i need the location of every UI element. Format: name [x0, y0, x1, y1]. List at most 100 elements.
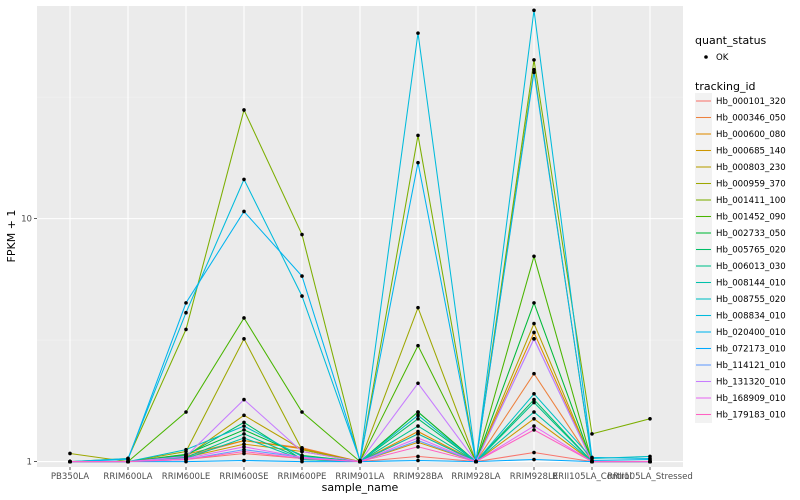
data-point	[532, 58, 536, 62]
data-point	[532, 397, 536, 402]
legend-label: Hb_000346_050	[716, 114, 786, 124]
data-point	[416, 410, 420, 414]
data-point	[300, 456, 304, 461]
data-point	[242, 177, 246, 182]
data-point	[532, 410, 536, 414]
data-point	[532, 371, 536, 376]
data-point	[532, 70, 536, 75]
legend-label: Hb_131320_010	[716, 378, 786, 388]
data-point	[532, 400, 536, 405]
legend-label: Hb_000685_140	[716, 147, 786, 157]
y-tick-label: 1	[27, 458, 32, 468]
x-tick-label: RRIM600LE	[162, 472, 211, 482]
x-tick-label: RRIM901LA	[335, 472, 384, 482]
data-point	[416, 343, 420, 348]
x-tick-label: RRII105LA_Control	[552, 472, 632, 482]
data-point	[242, 428, 246, 432]
legend-label: Hb_072173_010	[716, 345, 786, 355]
data-point	[590, 455, 594, 460]
data-point	[242, 438, 246, 443]
y-tick-label: 10	[21, 215, 32, 225]
data-point	[242, 420, 246, 425]
data-point	[648, 459, 652, 464]
x-tick-label: RRIM928LE	[510, 472, 559, 482]
data-point	[590, 432, 594, 436]
data-point	[416, 458, 420, 463]
data-point	[532, 392, 536, 396]
data-point	[68, 451, 72, 456]
data-point	[532, 424, 536, 428]
data-point	[242, 337, 246, 341]
data-point	[532, 301, 536, 305]
legend-label: Hb_000959_370	[716, 180, 786, 190]
x-tick-label: RRIM600SE	[219, 472, 268, 482]
data-point	[416, 417, 420, 421]
points-layer	[68, 8, 652, 464]
data-point	[416, 133, 420, 138]
legend-label: Hb_179183_010	[716, 411, 786, 421]
data-point	[242, 397, 246, 402]
legend-label: Hb_000101_320	[716, 97, 786, 107]
data-point	[242, 436, 246, 440]
legend-label: Hb_001452_090	[716, 213, 786, 223]
legend-shape-key	[704, 55, 708, 59]
x-tick-label: PB350LA	[51, 472, 89, 482]
x-axis-title: sample_name	[322, 481, 399, 494]
data-point	[532, 337, 536, 341]
data-point	[532, 330, 536, 335]
data-point	[416, 160, 420, 165]
data-point	[416, 438, 420, 443]
legend-label: Hb_008144_010	[716, 279, 786, 289]
legend-shape-title: quant_status	[695, 34, 767, 47]
x-tick-label: RRII105LA_Stressed	[607, 472, 693, 482]
data-point	[532, 428, 536, 432]
data-point	[184, 457, 188, 462]
legend: quant_status OK tracking_id Hb_000101_32…	[695, 34, 786, 423]
y-axis-title: FPKM + 1	[5, 210, 18, 263]
legend-label: Hb_008755_020	[716, 295, 786, 305]
data-point	[300, 410, 304, 414]
data-point	[532, 254, 536, 259]
legend-label: Hb_008834_010	[716, 312, 786, 322]
data-point	[300, 294, 304, 298]
data-point	[126, 459, 130, 464]
legend-label: Hb_006013_030	[716, 262, 786, 272]
x-tick-label: RRIM600LA	[103, 472, 152, 482]
data-point	[300, 232, 304, 237]
data-point	[416, 432, 420, 436]
x-tick-label: RRIM600PE	[278, 472, 327, 482]
data-point	[242, 209, 246, 214]
data-point	[242, 424, 246, 428]
data-point	[242, 413, 246, 418]
data-point	[184, 310, 188, 315]
legend-label: Hb_001411_100	[716, 196, 786, 206]
legend-label: Hb_020400_010	[716, 328, 786, 338]
data-point	[242, 316, 246, 320]
legend-label: Hb_000803_230	[716, 163, 786, 173]
data-point	[184, 327, 188, 332]
data-point	[532, 321, 536, 326]
data-point	[68, 459, 72, 464]
x-axis: PB350LA RRIM600LA RRIM600LE RRIM600SE RRIM60…	[51, 467, 693, 482]
data-point	[416, 436, 420, 440]
legend-label: Hb_000600_080	[716, 130, 786, 140]
y-axis: 1 10	[21, 215, 37, 468]
data-point	[416, 445, 420, 449]
data-point	[648, 417, 652, 421]
data-point	[242, 432, 246, 436]
data-point	[184, 410, 188, 414]
data-point	[416, 305, 420, 310]
data-point	[300, 449, 304, 454]
x-tick-label: RRIM928LA	[451, 472, 500, 482]
legend-label: Hb_168909_010	[716, 394, 786, 404]
data-point	[416, 413, 420, 418]
data-point	[532, 8, 536, 13]
legend-color-title: tracking_id	[695, 80, 756, 93]
data-point	[416, 381, 420, 386]
data-point	[242, 445, 246, 449]
data-point	[242, 449, 246, 454]
legend-shape-label: OK	[716, 53, 729, 63]
data-point	[416, 454, 420, 459]
data-point	[532, 417, 536, 421]
